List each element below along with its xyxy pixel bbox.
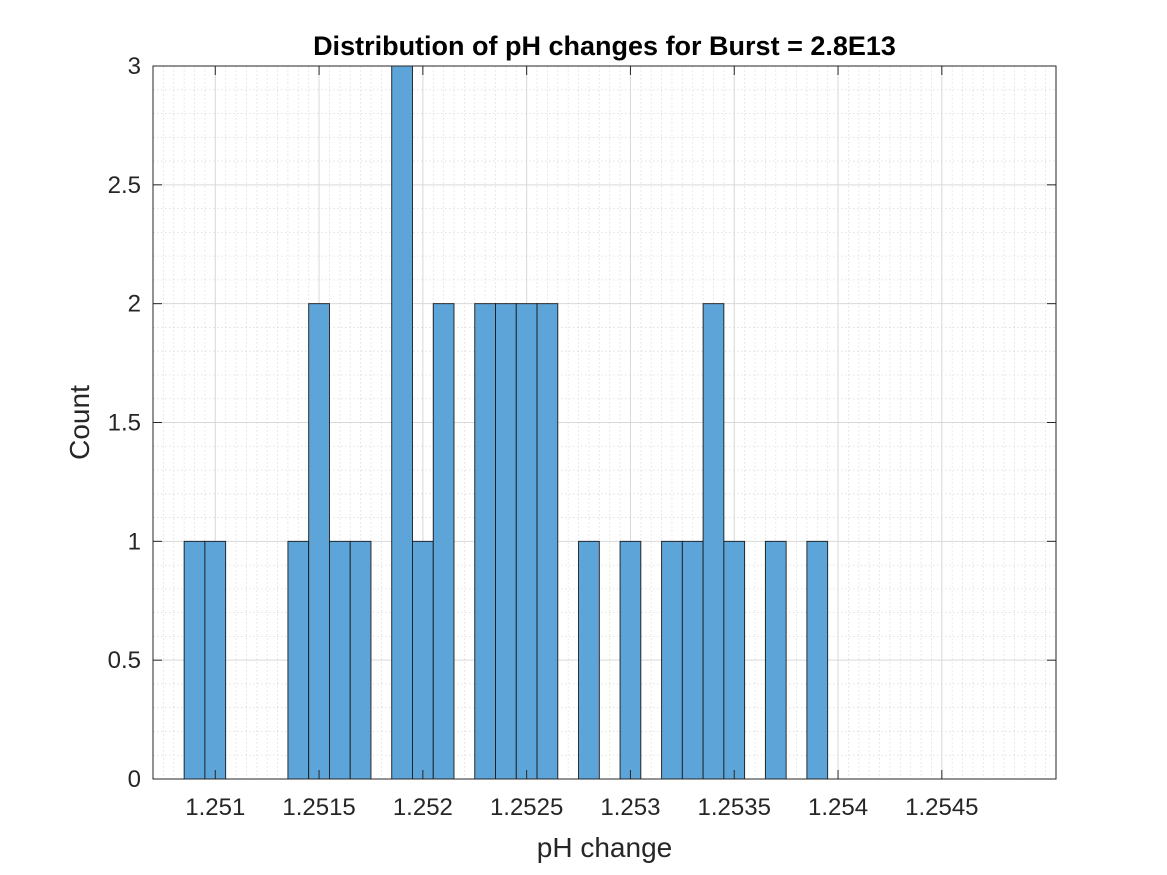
y-tick-label: 3 (128, 53, 141, 80)
histogram-bar (723, 540, 746, 780)
chart-title: Distribution of pH changes for Burst = 2… (313, 31, 896, 61)
histogram-bar (578, 540, 600, 780)
histogram-bar (495, 303, 517, 780)
histogram-bar (619, 540, 642, 780)
histogram-bar (328, 540, 351, 780)
y-tick-label: 2.5 (108, 172, 141, 199)
x-tick-label: 1.251 (185, 794, 245, 821)
axes (152, 65, 1057, 780)
histogram-bars (183, 65, 829, 780)
histogram-bar (681, 540, 704, 780)
x-tick-label: 1.252 (393, 794, 453, 821)
histogram-bar (204, 540, 227, 780)
y-tick-label: 0 (128, 766, 141, 793)
histogram-bar (515, 303, 538, 780)
y-tick-label: 2 (128, 291, 141, 318)
histogram-bar (391, 65, 413, 780)
histogram-bar (702, 303, 725, 780)
x-tick-label: 1.2535 (698, 794, 771, 821)
y-tick-label: 1.5 (108, 410, 141, 437)
x-tick-label: 1.2515 (282, 794, 355, 821)
histogram-bar (661, 540, 683, 780)
x-axis-label: pH change (537, 832, 672, 863)
x-tick-label: 1.2545 (905, 794, 978, 821)
tick-labels: 1.251 1.2515 1.252 1.2525 1.253 1.2535 1.254 1.… (108, 53, 979, 821)
histogram-bar (183, 540, 206, 780)
histogram-bar (432, 303, 455, 780)
histogram-bar (287, 540, 310, 780)
y-tick-label: 0.5 (108, 647, 141, 674)
histogram-bar (806, 540, 829, 780)
x-tick-label: 1.253 (600, 794, 660, 821)
histogram-bar (412, 540, 434, 780)
histogram-bar (349, 540, 372, 780)
histogram-bar (764, 540, 787, 780)
y-axis-label: Count (64, 385, 95, 460)
x-tick-label: 1.2525 (490, 794, 563, 821)
histogram-bar (474, 303, 496, 780)
histogram-bar (536, 303, 559, 780)
histogram-bar (308, 303, 330, 780)
y-tick-label: 1 (128, 528, 141, 555)
x-tick-label: 1.254 (808, 794, 868, 821)
